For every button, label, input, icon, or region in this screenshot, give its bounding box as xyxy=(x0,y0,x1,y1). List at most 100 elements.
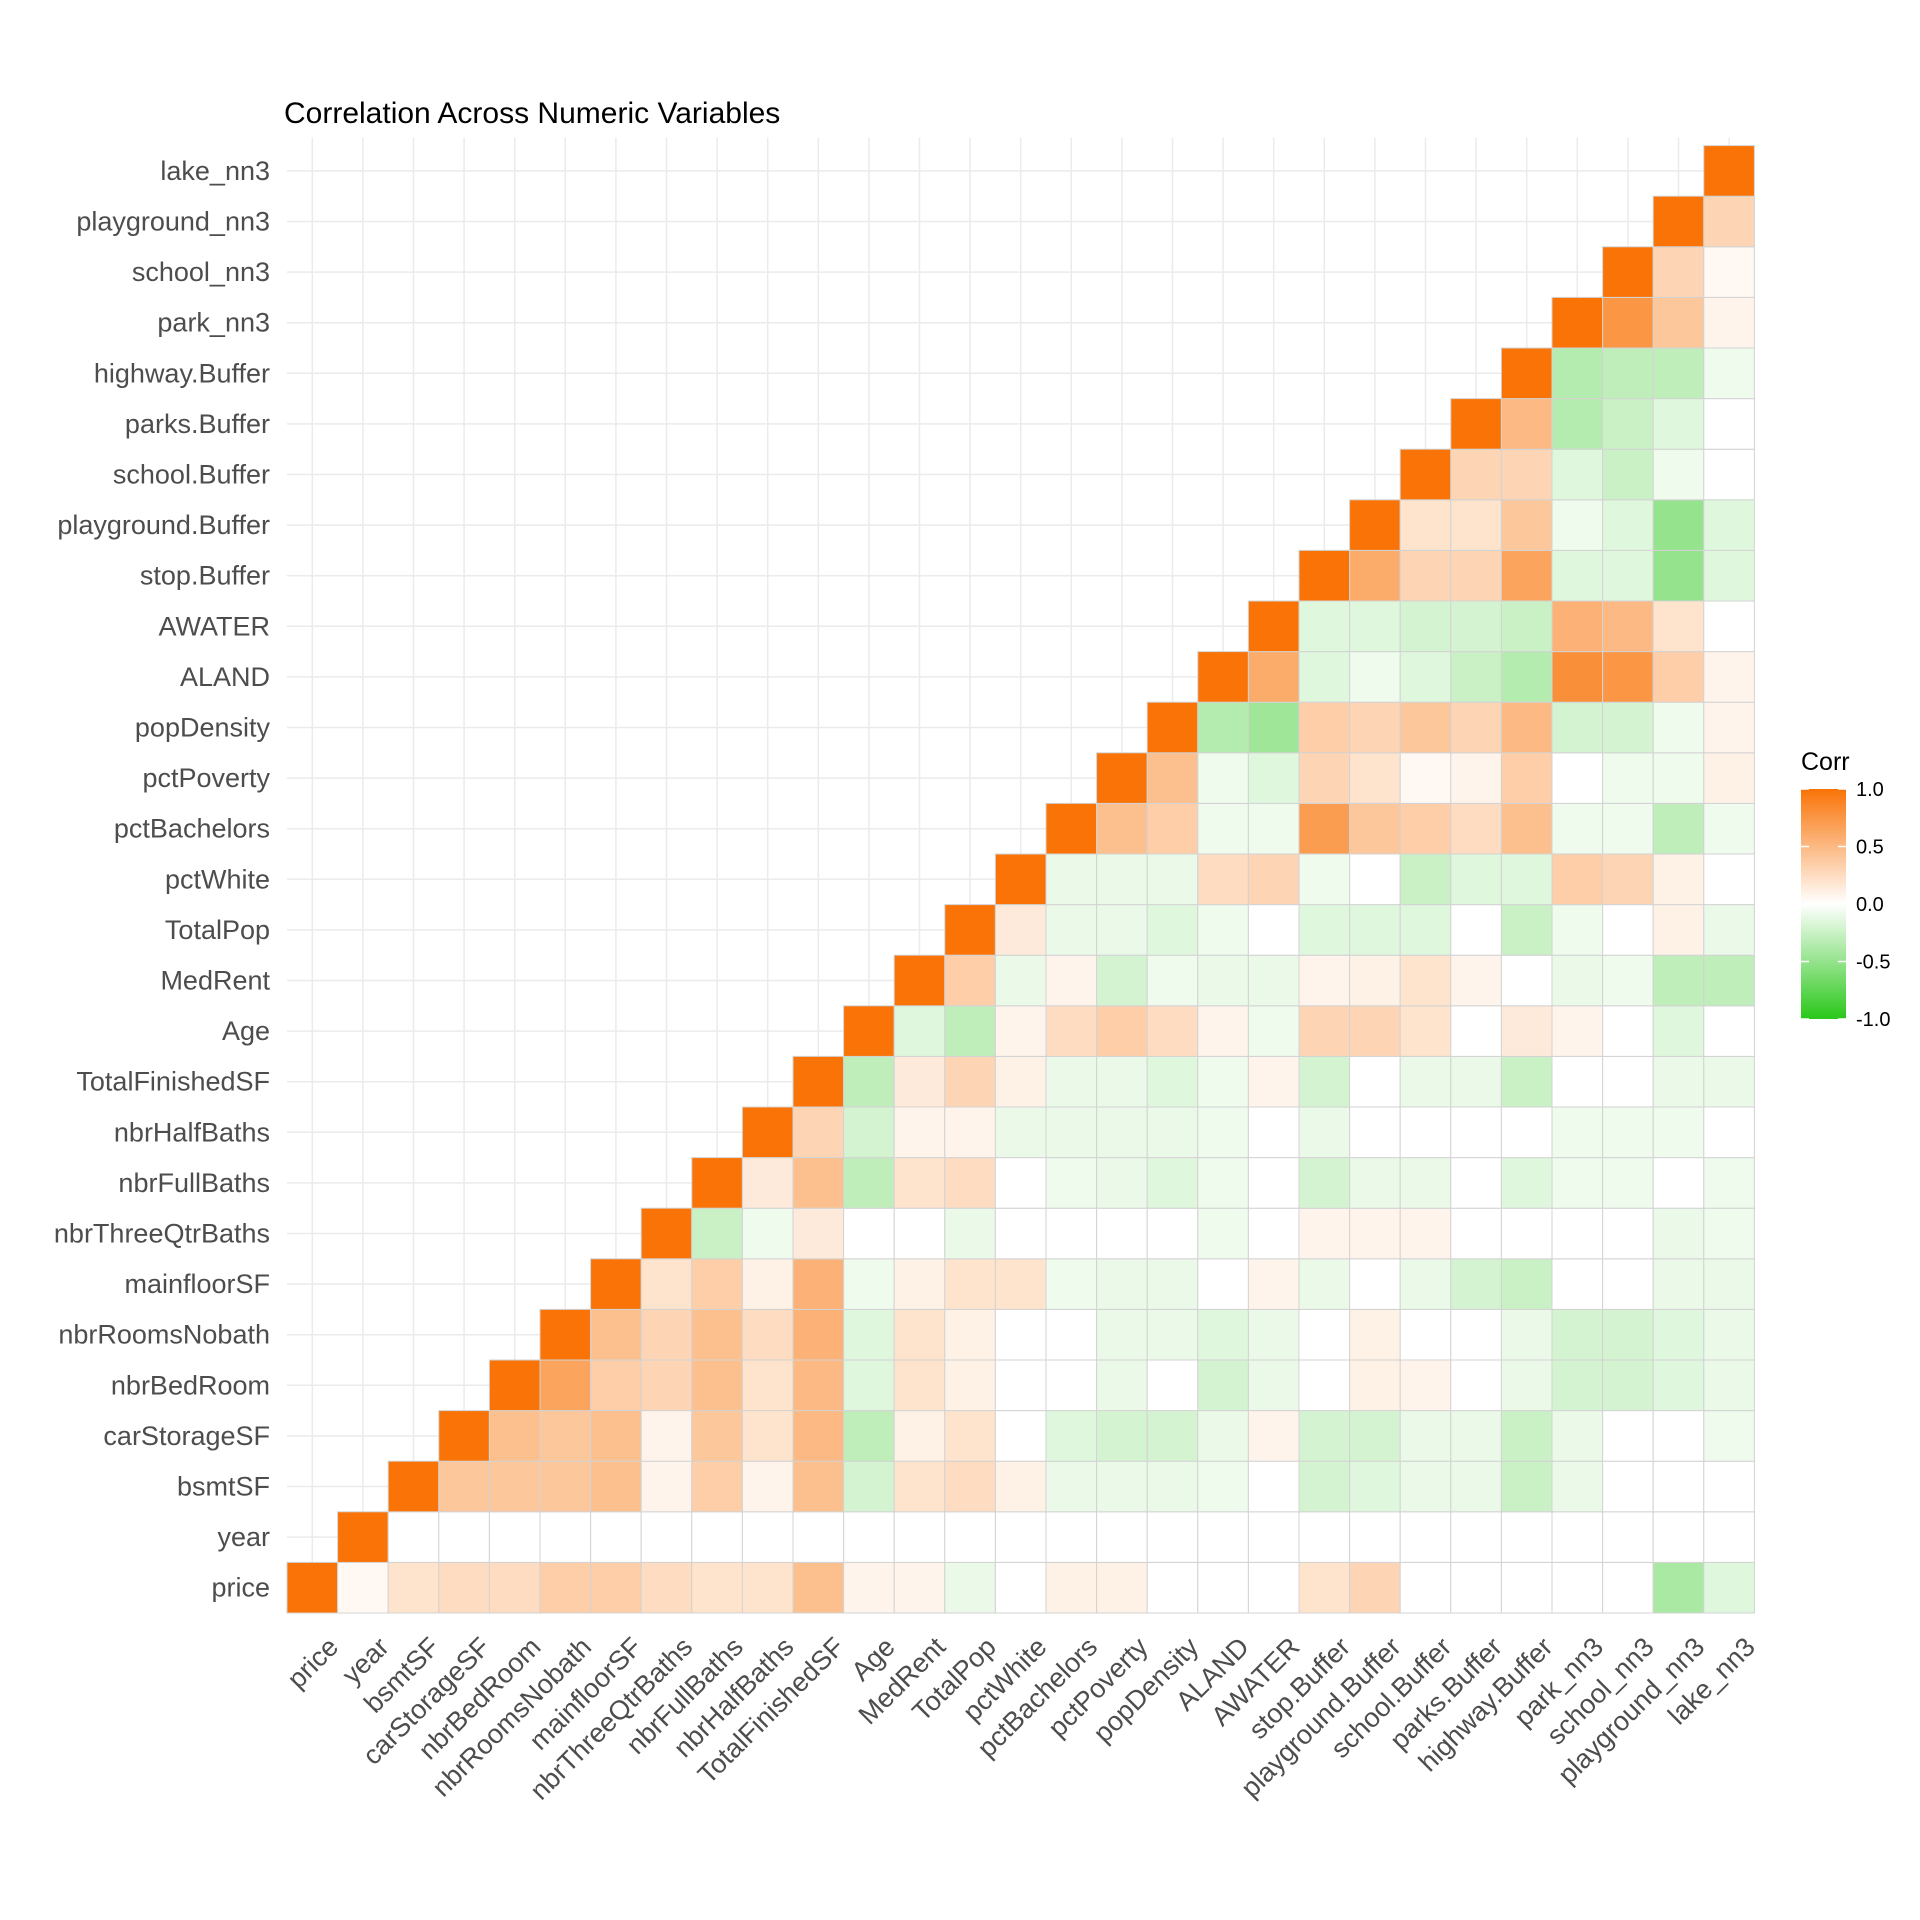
heatmap-cell-AWATER-lake_nn3 xyxy=(1703,600,1755,653)
heatmap-cell-year-playground.Buffer xyxy=(1349,1511,1401,1563)
heatmap-cell-mainfloorSF-TotalFinishedSF xyxy=(792,1258,845,1310)
heatmap-cell-nbrThreeQtrBaths-pctBachelors xyxy=(1045,1207,1098,1260)
heatmap-cell-carStorageSF-park_nn3 xyxy=(1551,1410,1604,1462)
heatmap-cell-AWATER-playground.Buffer xyxy=(1349,600,1401,653)
heatmap-cell-nbrBedRoom-nbrFullBaths xyxy=(691,1359,743,1412)
heatmap-cell-nbrBedRoom-nbrHalfBaths xyxy=(741,1359,794,1412)
heatmap-cell-nbrBedRoom-Age xyxy=(843,1359,895,1412)
heatmap-cell-pctPoverty-playground_nn3 xyxy=(1652,752,1705,804)
heatmap-cell-carStorageSF-MedRent xyxy=(893,1410,946,1462)
heatmap-cell-carStorageSF-school_nn3 xyxy=(1602,1410,1654,1462)
heatmap-cell-carStorageSF-pctWhite xyxy=(994,1410,1047,1462)
heatmap-cell-nbrBedRoom-park_nn3 xyxy=(1551,1359,1604,1412)
heatmap-cell-pctPoverty-parks.Buffer xyxy=(1450,752,1502,804)
y-tick-label: nbrHalfBaths xyxy=(114,1117,270,1147)
heatmap-cell-price-popDensity xyxy=(1146,1561,1199,1614)
heatmap-cell-nbrFullBaths-school_nn3 xyxy=(1602,1157,1654,1209)
y-tick-label: parks.Buffer xyxy=(125,409,270,439)
heatmap-cell-TotalFinishedSF-park_nn3 xyxy=(1551,1055,1604,1108)
heatmap-cell-ALAND-lake_nn3 xyxy=(1703,651,1755,703)
heatmap-cell-nbrThreeQtrBaths-popDensity xyxy=(1146,1207,1199,1260)
heatmap-cell-parks.Buffer-parks.Buffer xyxy=(1450,398,1502,450)
y-tick-label: bsmtSF xyxy=(177,1472,270,1502)
heatmap-cell-MedRent-AWATER xyxy=(1247,954,1300,1007)
heatmap-cell-parks.Buffer-playground_nn3 xyxy=(1652,398,1705,450)
heatmap-cell-popDensity-ALAND xyxy=(1197,701,1249,754)
heatmap-cell-price-park_nn3 xyxy=(1551,1561,1604,1614)
heatmap-cell-nbrFullBaths-TotalPop xyxy=(944,1157,996,1209)
heatmap-cell-nbrFullBaths-Age xyxy=(843,1157,895,1209)
heatmap-cell-nbrRoomsNobath-nbrRoomsNobath xyxy=(539,1308,592,1361)
heatmap-cell-nbrBedRoom-pctWhite xyxy=(994,1359,1047,1412)
heatmap-cell-carStorageSF-nbrRoomsNobath xyxy=(539,1410,592,1462)
heatmap-cell-ALAND-playground.Buffer xyxy=(1349,651,1401,703)
heatmap-cell-nbrBedRoom-pctPoverty xyxy=(1096,1359,1148,1412)
heatmap-cell-nbrFullBaths-pctWhite xyxy=(994,1157,1047,1209)
heatmap-cell-mainfloorSF-pctWhite xyxy=(994,1258,1047,1310)
heatmap-cell-nbrThreeQtrBaths-nbrFullBaths xyxy=(691,1207,743,1260)
heatmap-cell-carStorageSF-pctBachelors xyxy=(1045,1410,1098,1462)
heatmap-cell-mainfloorSF-school.Buffer xyxy=(1399,1258,1452,1310)
heatmap-cell-mainfloorSF-playground_nn3 xyxy=(1652,1258,1705,1310)
heatmap-cell-Age-TotalPop xyxy=(944,1005,996,1057)
heatmap-cell-nbrHalfBaths-pctWhite xyxy=(994,1106,1047,1159)
heatmap-cell-price-school_nn3 xyxy=(1602,1561,1654,1614)
heatmap-cell-nbrFullBaths-playground_nn3 xyxy=(1652,1157,1705,1209)
heatmap-cell-nbrThreeQtrBaths-nbrThreeQtrBaths xyxy=(640,1207,693,1260)
heatmap-cell-playground.Buffer-highway.Buffer xyxy=(1500,499,1553,551)
y-tick-label: AWATER xyxy=(159,611,271,641)
heatmap-cell-Age-AWATER xyxy=(1247,1005,1300,1057)
heatmap-cell-pctWhite-pctBachelors xyxy=(1045,853,1098,906)
y-tick-label: school_nn3 xyxy=(132,257,270,287)
heatmap-cell-nbrHalfBaths-playground.Buffer xyxy=(1349,1106,1401,1159)
heatmap-cell-pctBachelors-stop.Buffer xyxy=(1298,802,1351,855)
heatmap-cell-mainfloorSF-nbrHalfBaths xyxy=(741,1258,794,1310)
heatmap-cell-Age-MedRent xyxy=(893,1005,946,1057)
heatmap-cell-nbrRoomsNobath-school.Buffer xyxy=(1399,1308,1452,1361)
heatmap-cell-ALAND-highway.Buffer xyxy=(1500,651,1553,703)
heatmap-cell-MedRent-school_nn3 xyxy=(1602,954,1654,1007)
legend-tick-label: 0.5 xyxy=(1856,837,1884,859)
heatmap-cell-AWATER-AWATER xyxy=(1247,600,1300,653)
heatmap-cell-playground.Buffer-parks.Buffer xyxy=(1450,499,1502,551)
heatmap-cell-nbrHalfBaths-TotalFinishedSF xyxy=(792,1106,845,1159)
heatmap-cell-pctBachelors-lake_nn3 xyxy=(1703,802,1755,855)
heatmap-cell-playground.Buffer-school_nn3 xyxy=(1602,499,1654,551)
heatmap-cell-popDensity-popDensity xyxy=(1146,701,1199,754)
heatmap-cell-Age-playground.Buffer xyxy=(1349,1005,1401,1057)
heatmap-cell-nbrHalfBaths-pctBachelors xyxy=(1045,1106,1098,1159)
heatmap-cell-TotalPop-playground_nn3 xyxy=(1652,904,1705,956)
heatmap-cell-nbrFullBaths-AWATER xyxy=(1247,1157,1300,1209)
y-tick-label: pctBachelors xyxy=(114,814,270,844)
heatmap-cell-AWATER-school_nn3 xyxy=(1602,600,1654,653)
heatmap-cell-bsmtSF-school.Buffer xyxy=(1399,1460,1452,1513)
heatmap-cell-popDensity-AWATER xyxy=(1247,701,1300,754)
heatmap-cell-nbrFullBaths-ALAND xyxy=(1197,1157,1249,1209)
heatmap-cell-stop.Buffer-school_nn3 xyxy=(1602,549,1654,602)
heatmap-cell-nbrHalfBaths-pctPoverty xyxy=(1096,1106,1148,1159)
y-tick-label: ALAND xyxy=(180,662,270,692)
heatmap-cell-bsmtSF-bsmtSF xyxy=(387,1460,440,1513)
heatmap-cell-nbrBedRoom-ALAND xyxy=(1197,1359,1249,1412)
heatmap-cell-bsmtSF-nbrHalfBaths xyxy=(741,1460,794,1513)
heatmap-cell-nbrRoomsNobath-Age xyxy=(843,1308,895,1361)
heatmap-cell-nbrHalfBaths-ALAND xyxy=(1197,1106,1249,1159)
legend-tick-label: -1.0 xyxy=(1856,1009,1890,1031)
heatmap-cell-AWATER-playground_nn3 xyxy=(1652,600,1705,653)
heatmap-cell-pctWhite-stop.Buffer xyxy=(1298,853,1351,906)
heatmap-cell-bsmtSF-carStorageSF xyxy=(438,1460,490,1513)
heatmap-cell-pctPoverty-AWATER xyxy=(1247,752,1300,804)
heatmap-cell-pctBachelors-pctPoverty xyxy=(1096,802,1148,855)
heatmap-cell-bsmtSF-mainfloorSF xyxy=(590,1460,642,1513)
heatmap-cell-nbrBedRoom-playground_nn3 xyxy=(1652,1359,1705,1412)
heatmap-cell-MedRent-parks.Buffer xyxy=(1450,954,1502,1007)
heatmap-cell-bsmtSF-pctPoverty xyxy=(1096,1460,1148,1513)
heatmap-cell-Age-pctWhite xyxy=(994,1005,1047,1057)
heatmap-cell-playground_nn3-lake_nn3 xyxy=(1703,195,1755,248)
heatmap-cell-mainfloorSF-mainfloorSF xyxy=(590,1258,642,1310)
heatmap-cell-Age-playground_nn3 xyxy=(1652,1005,1705,1057)
heatmap-cell-AWATER-parks.Buffer xyxy=(1450,600,1502,653)
heatmap-cell-year-nbrFullBaths xyxy=(691,1511,743,1563)
heatmap-cell-year-parks.Buffer xyxy=(1450,1511,1502,1563)
